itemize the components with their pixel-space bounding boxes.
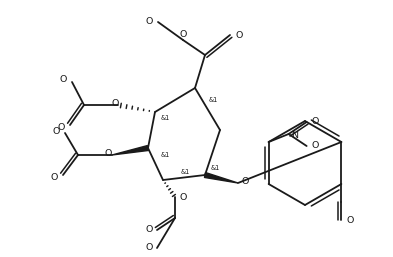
Text: O: O — [146, 225, 153, 234]
Text: O: O — [58, 123, 65, 132]
Text: O: O — [146, 17, 153, 26]
Text: O: O — [241, 177, 248, 186]
Text: O: O — [346, 216, 354, 225]
Text: &1: &1 — [210, 165, 220, 171]
Text: O: O — [105, 150, 112, 159]
Text: O: O — [312, 142, 319, 151]
Text: O: O — [51, 172, 58, 181]
Text: &1: &1 — [160, 115, 170, 121]
Text: O: O — [53, 126, 60, 135]
Text: O: O — [180, 192, 187, 201]
Text: O: O — [312, 117, 319, 126]
Text: N: N — [291, 131, 298, 140]
Polygon shape — [112, 145, 149, 155]
Text: &1: &1 — [180, 169, 190, 175]
Text: O: O — [60, 76, 67, 85]
Text: &1: &1 — [160, 152, 170, 158]
Text: O: O — [179, 30, 187, 39]
Text: O: O — [236, 31, 243, 40]
Text: O: O — [112, 99, 119, 108]
Text: O: O — [146, 243, 153, 252]
Text: &1: &1 — [208, 97, 218, 103]
Polygon shape — [204, 172, 238, 183]
